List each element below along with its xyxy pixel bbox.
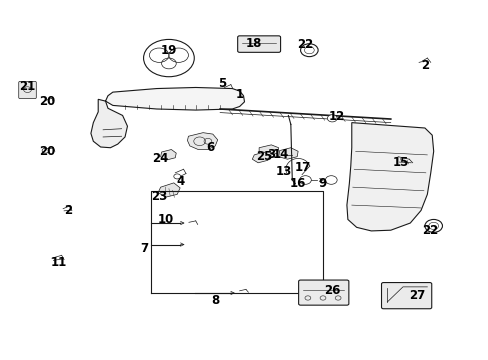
Text: 8: 8 (211, 294, 219, 307)
Text: 20: 20 (39, 95, 55, 108)
Polygon shape (160, 149, 176, 160)
Text: 9: 9 (318, 177, 326, 190)
Polygon shape (158, 183, 180, 197)
Text: 2: 2 (420, 59, 428, 72)
Text: 19: 19 (161, 44, 177, 57)
Polygon shape (346, 123, 433, 231)
Text: 26: 26 (324, 284, 340, 297)
Polygon shape (252, 152, 269, 163)
Text: 22: 22 (297, 38, 313, 51)
Polygon shape (187, 133, 217, 149)
FancyBboxPatch shape (237, 36, 280, 52)
Circle shape (42, 148, 49, 153)
Text: 2: 2 (64, 204, 72, 217)
Circle shape (173, 174, 180, 179)
Text: 20: 20 (39, 145, 55, 158)
Text: 24: 24 (152, 152, 168, 165)
Circle shape (327, 115, 336, 122)
Text: 17: 17 (294, 161, 310, 174)
Polygon shape (91, 99, 127, 148)
Text: 11: 11 (51, 256, 67, 269)
FancyBboxPatch shape (19, 81, 36, 99)
Text: 6: 6 (206, 141, 214, 154)
Text: 15: 15 (391, 156, 408, 169)
Text: 13: 13 (275, 165, 291, 177)
Text: 27: 27 (408, 289, 425, 302)
Text: 10: 10 (157, 213, 173, 226)
Text: 23: 23 (151, 190, 167, 203)
Text: 3: 3 (267, 148, 275, 161)
Text: 22: 22 (421, 224, 437, 238)
Text: 16: 16 (289, 177, 305, 190)
Text: 18: 18 (245, 37, 262, 50)
FancyBboxPatch shape (298, 280, 348, 305)
Text: 7: 7 (140, 242, 148, 255)
FancyBboxPatch shape (381, 283, 431, 309)
Text: 1: 1 (235, 88, 243, 101)
Polygon shape (105, 87, 244, 110)
Text: 4: 4 (176, 175, 184, 188)
Polygon shape (278, 148, 298, 159)
Polygon shape (259, 145, 278, 156)
Text: 5: 5 (218, 77, 226, 90)
Text: 25: 25 (255, 150, 272, 163)
Text: 12: 12 (328, 110, 345, 123)
Text: 21: 21 (20, 80, 36, 93)
Text: 14: 14 (272, 148, 289, 161)
